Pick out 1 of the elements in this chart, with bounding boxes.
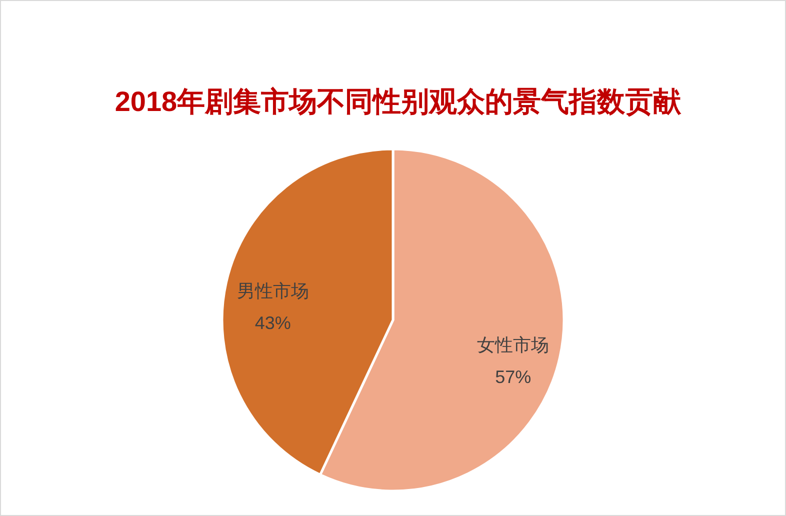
title: 2018年剧集市场不同性别观众的景气指数贡献 (114, 86, 682, 117)
